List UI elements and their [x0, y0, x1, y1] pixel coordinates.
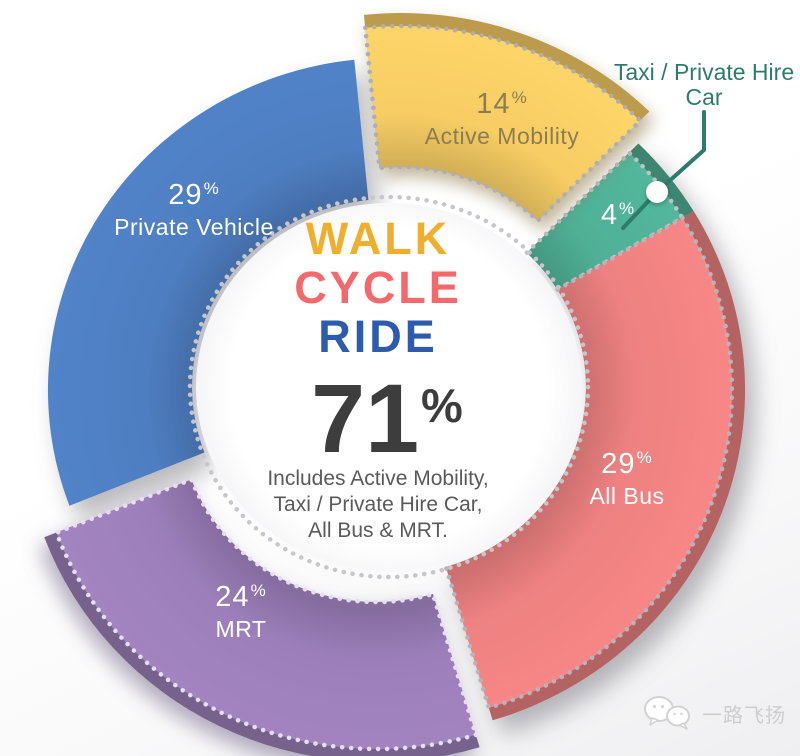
- slice-active-mobility-stitches: [362, 23, 644, 224]
- slice-label-active-mobility: 14% Active Mobility: [425, 83, 579, 149]
- percent-sign: %: [250, 581, 267, 600]
- donut-ring: [47, 59, 746, 721]
- percent-sign: %: [511, 88, 528, 107]
- donut-hole-stitches: [187, 194, 591, 580]
- slice-all-bus: [445, 218, 732, 708]
- slice-value: 29%: [168, 179, 220, 211]
- slice-mrt: [56, 479, 476, 749]
- slice-all-bus-stitches: [443, 214, 735, 711]
- watermark: 一路飞扬: [642, 695, 786, 731]
- center-word-cycle: CYCLE: [294, 262, 462, 313]
- slice-label-all-bus: 29% All Bus: [589, 443, 664, 509]
- slice-taxi-private-hire-car: [526, 152, 683, 290]
- slice-taxi-private-hire-car-stitches: [524, 149, 686, 292]
- slice-name: MRT: [215, 616, 267, 642]
- slice-value: 4%: [600, 199, 636, 231]
- slice-label-mrt: 24% MRT: [215, 576, 266, 642]
- watermark-text: 一路飞扬: [702, 704, 786, 727]
- slice-active-mobility: [365, 25, 641, 221]
- slice-private-vehicle: [47, 59, 369, 506]
- slice-mrt-stitches: [53, 476, 479, 752]
- note-line: All Bus & MRT.: [308, 519, 448, 542]
- chat-bubbles-icon: [644, 696, 690, 730]
- callout-label-taxi: Taxi / Private Hire Car: [613, 59, 795, 110]
- slice-label-taxi-value: 4%: [601, 194, 635, 230]
- slice-value: 14%: [476, 88, 528, 120]
- exploded-slice-mrt: [44, 476, 480, 756]
- callout-leader-line: [621, 110, 706, 230]
- center-word-walk: WALK: [305, 213, 451, 264]
- center-note: Includes Active Mobility, Taxi / Private…: [267, 466, 488, 544]
- center-total-value: 71%: [311, 364, 463, 473]
- slice-label-private-vehicle: 29% Private Vehicle: [114, 174, 274, 240]
- donut-hole: [196, 203, 582, 571]
- callout-marker-dot: [646, 181, 668, 203]
- percent-sign: %: [421, 379, 463, 432]
- slice-name: Private Vehicle: [114, 214, 274, 240]
- slice-value: 24%: [215, 581, 267, 613]
- percent-sign: %: [203, 179, 220, 198]
- note-line: Includes Active Mobility,: [267, 467, 489, 490]
- percent-sign: %: [636, 448, 653, 467]
- center-title: WALK CYCLE RIDE: [294, 214, 462, 361]
- slice-name: All Bus: [589, 483, 665, 509]
- center-word-ride: RIDE: [318, 311, 438, 362]
- percent-sign: %: [619, 199, 636, 218]
- exploded-slice-active-mobility: [362, 13, 650, 224]
- slice-name: Active Mobility: [424, 123, 580, 149]
- slice-value: 29%: [601, 448, 653, 480]
- note-line: Taxi / Private Hire Car,: [273, 493, 483, 516]
